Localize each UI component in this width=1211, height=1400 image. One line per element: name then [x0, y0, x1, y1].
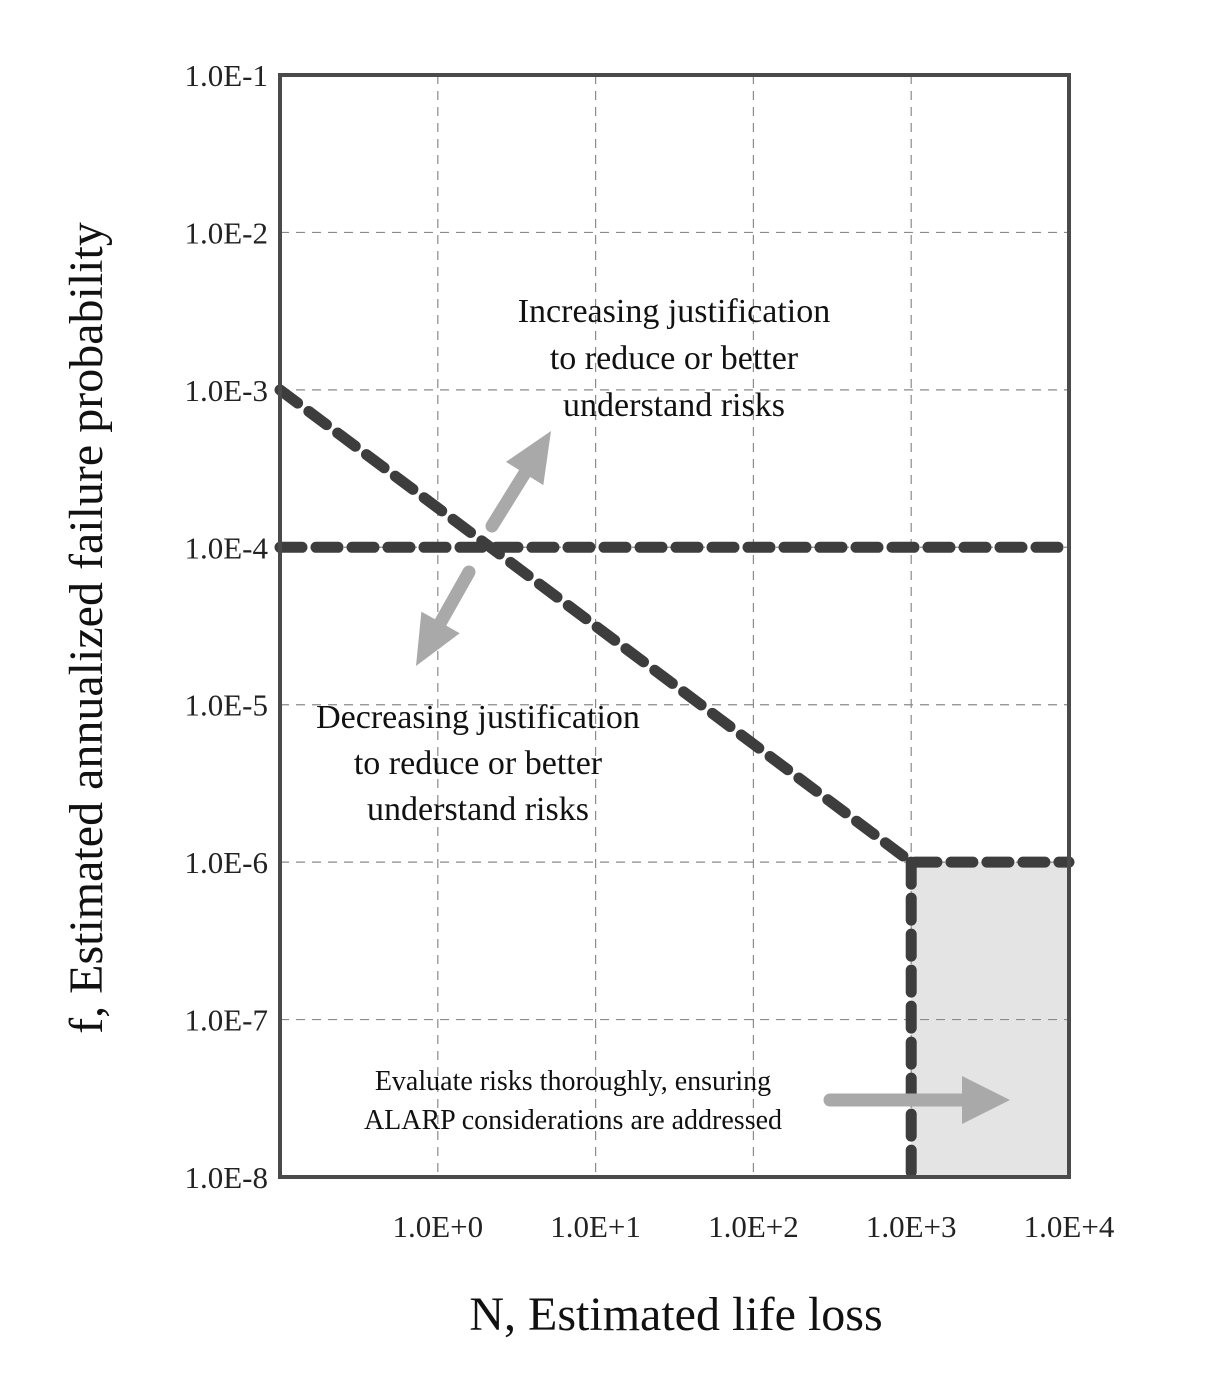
- annotation-alarp-line: ALARP considerations are addressed: [364, 1105, 782, 1136]
- y-tick-label: 1.0E-6: [184, 845, 268, 880]
- annotation-alarp-line: Evaluate risks thoroughly, ensuring: [375, 1066, 771, 1097]
- arrow-decreasing-shaft: [434, 565, 476, 629]
- annotation-decreasing: Decreasing justification to reduce or bet…: [316, 699, 640, 828]
- arrow-alarp-head: [962, 1076, 1010, 1124]
- annotation-decreasing-line: Decreasing justification: [316, 699, 640, 736]
- arrow-decreasing-head: [416, 611, 460, 666]
- annotation-increasing-line: to reduce or better: [550, 340, 799, 377]
- y-tick-label: 1.0E-5: [184, 688, 268, 723]
- annotation-decreasing-line: understand risks: [367, 791, 589, 828]
- plot-frame: [278, 73, 1071, 1179]
- arrow-increasing-head: [505, 431, 551, 486]
- annotation-alarp: Evaluate risks thoroughly, ensuring ALARP…: [364, 1066, 782, 1136]
- y-tick-labels: 1.0E-8 1.0E-7 1.0E-6 1.0E-5 1.0E-4 1.0E-3 1.0E…: [184, 58, 268, 1195]
- x-axis-title: N, Estimated life loss: [469, 1288, 882, 1341]
- y-tick-label: 1.0E-1: [184, 58, 268, 93]
- y-tick-label: 1.0E-8: [184, 1160, 268, 1195]
- y-axis-title: f, Estimated annualized failure probabil…: [60, 222, 113, 1034]
- x-tick-label: 1.0E+3: [866, 1209, 957, 1244]
- y-tick-label: 1.0E-2: [184, 215, 268, 250]
- arrow-increasing-shaft: [485, 466, 532, 533]
- x-tick-label: 1.0E+1: [550, 1209, 641, 1244]
- x-tick-label: 1.0E+2: [708, 1209, 799, 1244]
- y-tick-label: 1.0E-4: [184, 530, 268, 565]
- annotation-decreasing-line: to reduce or better: [354, 745, 603, 782]
- x-tick-label: 1.0E+4: [1024, 1209, 1115, 1244]
- annotation-increasing: Increasing justification to reduce or bet…: [518, 293, 831, 424]
- annotation-increasing-line: understand risks: [563, 387, 785, 424]
- x-tick-label: 1.0E+0: [392, 1209, 483, 1244]
- criteria-lines: [274, 384, 1075, 1183]
- y-tick-label: 1.0E-3: [184, 373, 268, 408]
- annotation-arrows: [416, 431, 1010, 1124]
- arrow-alarp: [823, 1076, 1010, 1124]
- y-tick-label: 1.0E-7: [184, 1003, 268, 1038]
- annotation-increasing-line: Increasing justification: [518, 293, 831, 330]
- arrow-decreasing: [416, 565, 476, 666]
- annotations: Increasing justification to reduce or bet…: [316, 293, 830, 1136]
- x-tick-labels: 1.0E+0 1.0E+1 1.0E+2 1.0E+3 1.0E+4: [392, 1209, 1114, 1244]
- arrow-increasing: [485, 431, 551, 533]
